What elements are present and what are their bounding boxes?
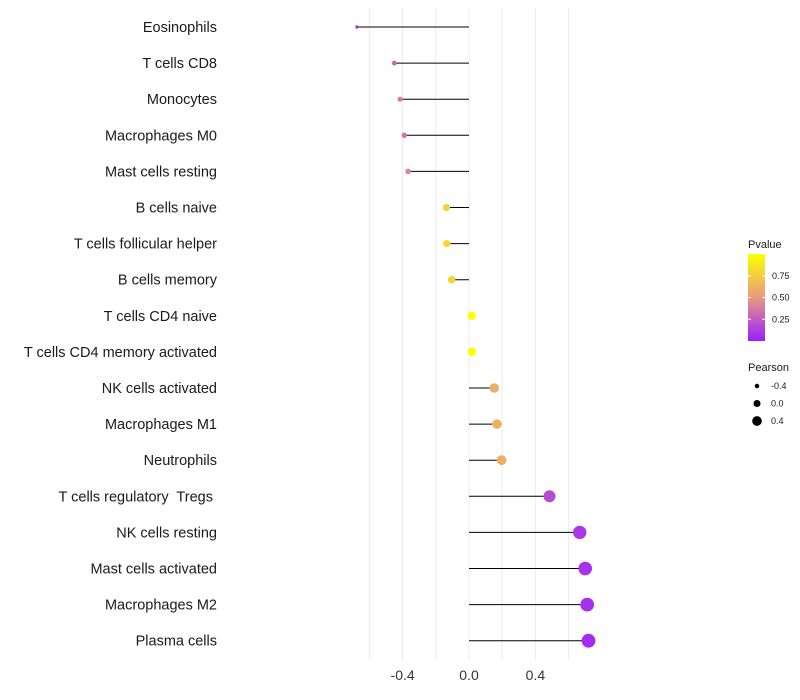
pearson-legend-label: 0.4 bbox=[771, 416, 784, 426]
lollipop-point bbox=[447, 275, 456, 284]
category-label: T cells CD8 bbox=[142, 56, 217, 72]
pvalue-colorbar bbox=[748, 254, 765, 341]
lollipop-point bbox=[578, 561, 593, 576]
lollipop-point bbox=[355, 25, 359, 29]
pearson-legend-key bbox=[752, 416, 762, 426]
lollipop-point bbox=[467, 347, 477, 357]
pvalue-legend-tick-label: 0.75 bbox=[772, 271, 790, 281]
category-label: NK cells resting bbox=[116, 525, 217, 541]
x-axis-tick-labels: -0.4 0.0 0.4 bbox=[391, 667, 546, 683]
pearson-legend-label: -0.4 bbox=[771, 381, 787, 391]
lollipop-point bbox=[442, 203, 451, 212]
pearson-legend-key bbox=[754, 383, 760, 389]
pearson-legend-title: Pearson bbox=[748, 362, 789, 374]
category-label: Plasma cells bbox=[136, 634, 217, 650]
lollipop-point bbox=[401, 132, 407, 138]
lollipop-point bbox=[492, 419, 502, 429]
lollipop-point bbox=[397, 96, 403, 102]
category-label: B cells naive bbox=[136, 201, 217, 217]
pvalue-legend-tick-label: 0.25 bbox=[772, 314, 790, 324]
category-label: Mast cells activated bbox=[90, 562, 217, 578]
x-tick-label: 0.0 bbox=[459, 667, 479, 683]
category-label: Neutrophils bbox=[144, 453, 217, 469]
pearson-legend-key bbox=[753, 399, 761, 408]
category-label: B cells memory bbox=[118, 273, 218, 289]
lollipop-segments bbox=[356, 26, 589, 642]
category-label: Eosinophils bbox=[143, 20, 217, 36]
lollipop-point bbox=[443, 239, 451, 248]
category-labels: Eosinophils T cells CD8 Monocytes Macrophag… bbox=[24, 20, 218, 650]
pvalue-legend: Pvalue 0.75 0.50 0.25 bbox=[748, 239, 790, 341]
category-label: Macrophages M0 bbox=[105, 128, 217, 144]
lollipop-point bbox=[405, 168, 411, 175]
lollipop-point bbox=[580, 597, 595, 612]
lollipop-points bbox=[355, 25, 596, 648]
pearson-legend-label: 0.0 bbox=[771, 399, 784, 409]
x-tick-label: 0.4 bbox=[526, 667, 546, 683]
x-tick-label: -0.4 bbox=[391, 667, 415, 683]
lollipop-point bbox=[489, 383, 499, 393]
lollipop-point bbox=[573, 525, 587, 540]
category-label: NK cells activated bbox=[102, 381, 217, 397]
pearson-legend: Pearson -0.4 0.0 0.4 bbox=[748, 362, 789, 426]
grid-lines bbox=[368, 8, 570, 660]
lollipop-point bbox=[543, 490, 556, 503]
category-label: T cells CD4 memory activated bbox=[24, 345, 217, 361]
pvalue-legend-title: Pvalue bbox=[748, 239, 782, 251]
category-label: Monocytes bbox=[147, 92, 217, 108]
category-label: Macrophages M1 bbox=[105, 417, 217, 433]
pvalue-legend-tick-label: 0.50 bbox=[772, 293, 790, 303]
lollipop-point bbox=[496, 455, 507, 466]
lollipop-point bbox=[467, 311, 476, 321]
category-label: Macrophages M2 bbox=[105, 598, 217, 614]
category-label: T cells regulatory Tregs bbox=[59, 489, 218, 505]
lollipop-point bbox=[391, 60, 397, 66]
category-label: T cells follicular helper bbox=[74, 237, 217, 253]
category-label: T cells CD4 naive bbox=[104, 309, 217, 325]
category-label: Mast cells resting bbox=[105, 164, 217, 180]
lollipop-point bbox=[581, 633, 596, 648]
